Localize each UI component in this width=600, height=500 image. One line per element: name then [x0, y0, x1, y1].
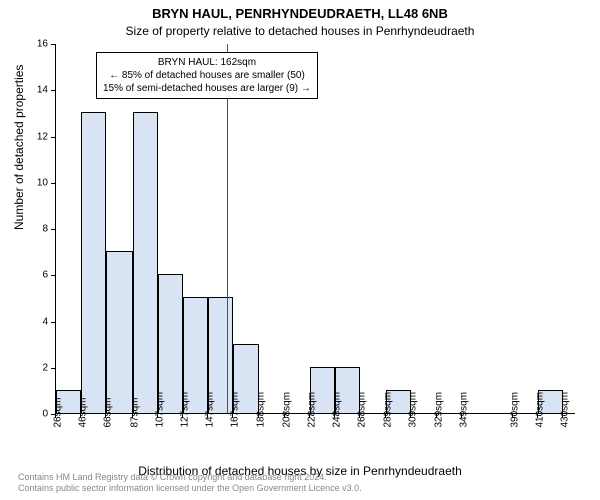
y-tick-label: 10 [0, 177, 48, 188]
y-tick-label: 0 [0, 409, 48, 420]
y-tick-label: 2 [0, 362, 48, 373]
legend-line-2: ← 85% of detached houses are smaller (50… [103, 69, 311, 82]
chart-title-main: BRYN HAUL, PENRHYNDEUDRAETH, LL48 6NB [0, 6, 600, 21]
plot-area: BRYN HAUL: 162sqm ← 85% of detached hous… [55, 44, 575, 414]
legend-line-1: BRYN HAUL: 162sqm [103, 56, 311, 69]
y-tick-label: 16 [0, 39, 48, 50]
legend-box: BRYN HAUL: 162sqm ← 85% of detached hous… [96, 52, 318, 99]
footer-line-2: Contains public sector information licen… [18, 483, 362, 494]
y-tick-label: 4 [0, 316, 48, 327]
histogram-bar [106, 251, 132, 413]
footer-attribution: Contains HM Land Registry data © Crown c… [18, 472, 362, 495]
y-tick-label: 12 [0, 131, 48, 142]
y-tick-label: 8 [0, 224, 48, 235]
y-tick-label: 6 [0, 270, 48, 281]
y-tick-label: 14 [0, 85, 48, 96]
histogram-bar [133, 112, 158, 413]
histogram-bars [56, 44, 575, 413]
reference-line [227, 44, 228, 413]
histogram-bar [81, 112, 106, 413]
footer-line-1: Contains HM Land Registry data © Crown c… [18, 472, 362, 483]
legend-line-3: 15% of semi-detached houses are larger (… [103, 82, 311, 95]
chart-title-sub: Size of property relative to detached ho… [0, 24, 600, 38]
chart-container: BRYN HAUL, PENRHYNDEUDRAETH, LL48 6NB Si… [0, 0, 600, 500]
